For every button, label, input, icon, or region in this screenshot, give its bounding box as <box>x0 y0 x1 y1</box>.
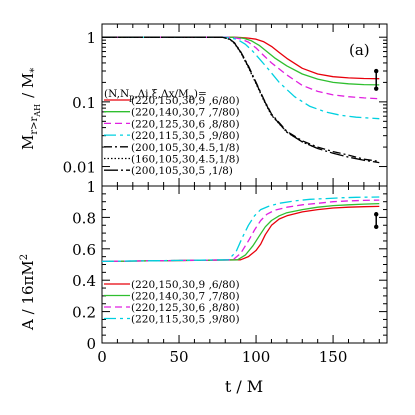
bottom-y-tick-label: 1 <box>86 178 96 196</box>
top-series-line-6 <box>102 36 318 150</box>
top-legend-label-5: (200,105,30,4.5,1/8) <box>131 142 240 154</box>
top-ticks <box>101 24 387 186</box>
bottom-y-tick-label: 0.8 <box>72 209 96 227</box>
bottom-y-tick-label: 0 <box>86 335 96 353</box>
bottom-y-tick-label: 0.2 <box>72 304 96 322</box>
bottom-panel: 0 0.2 0.4 0.6 0.8 1 0 50 100 150 (220,150,30,9 ,… <box>19 178 388 396</box>
bottom-legend-label-3: (220,125,30,6 ,8/80) <box>131 302 240 314</box>
top-legend-label-4: (220,115,30,5 ,9/80) <box>131 130 240 142</box>
x-tick-label: 100 <box>242 348 271 366</box>
top-y-tick-label: 0.1 <box>72 94 96 112</box>
top-legend-label-7: (200,105,30,5 ,1/8) <box>131 165 233 177</box>
top-series-line-1 <box>102 36 380 80</box>
top-series-line-2 <box>102 36 380 86</box>
top-legend-label-2: (220,140,30,7 ,7/80) <box>131 107 240 119</box>
bottom-legend-label-2: (220,140,30,7 ,7/80) <box>131 291 240 303</box>
top-legend-label-6: (160,105,30,4.5,1/8) <box>131 154 240 166</box>
top-series-lines <box>102 36 380 164</box>
x-tick-label: 50 <box>169 348 188 366</box>
top-y-axis-label: Mr>rAH/ M* <box>19 68 42 150</box>
top-panel: 1 0.1 0.01 (a) (N,Np,Δi,ξ,Δx/Mp)=(220,150,… <box>19 23 388 187</box>
bottom-legend-label-4: (220,115,30,5 ,9/80) <box>131 314 240 326</box>
top-error-bar <box>374 68 379 91</box>
top-legend: (N,Np,Δi,ξ,Δx/Mp)=(220,150,30,9 ,6/80)(2… <box>104 88 240 177</box>
bottom-series-line-2 <box>101 202 380 263</box>
bottom-y-tick-labels: 0 0.2 0.4 0.6 0.8 1 <box>72 178 96 353</box>
bottom-series-line-1 <box>101 205 380 263</box>
top-series-line-7 <box>102 36 380 164</box>
bottom-y-tick-label: 0.6 <box>72 241 96 259</box>
bottom-series-line-4 <box>101 196 380 263</box>
top-legend-label-3: (220,125,30,6 ,8/80) <box>131 118 240 130</box>
error-bar-point <box>374 68 379 74</box>
bottom-series-line-3 <box>101 199 380 263</box>
bottom-error-bar <box>374 212 379 230</box>
error-bar-point <box>374 212 379 217</box>
bottom-y-tick-label: 0.4 <box>72 272 96 290</box>
error-bar-point <box>374 224 379 230</box>
bottom-ticks <box>101 185 387 344</box>
x-axis-label: t / M <box>225 377 263 396</box>
top-y-tick-label: 0.01 <box>63 159 96 177</box>
top-series-line-4 <box>102 36 380 120</box>
top-y-tick-labels: 1 0.1 0.01 <box>63 29 96 176</box>
bottom-legend: (220,150,30,9 ,6/80)(220,140,30,7 ,7/80)… <box>104 279 240 326</box>
bottom-legend-label-1: (220,150,30,9 ,6/80) <box>131 279 240 291</box>
panel-label: (a) <box>349 41 370 59</box>
x-tick-label: 0 <box>97 348 107 366</box>
x-tick-labels: 0 50 100 150 <box>97 348 347 366</box>
top-series-line-3 <box>102 36 380 100</box>
x-tick-label: 150 <box>319 348 348 366</box>
error-bar-point <box>374 86 379 91</box>
bottom-y-axis-label: A / 16πM2 <box>19 254 37 331</box>
top-legend-label-1: (220,150,30,9 ,6/80) <box>131 95 240 107</box>
legend-title: (N,Np,Δi,ξ,Δx/Mp)= <box>104 88 207 102</box>
bottom-series-lines <box>101 196 380 263</box>
top-y-tick-label: 1 <box>86 29 96 47</box>
